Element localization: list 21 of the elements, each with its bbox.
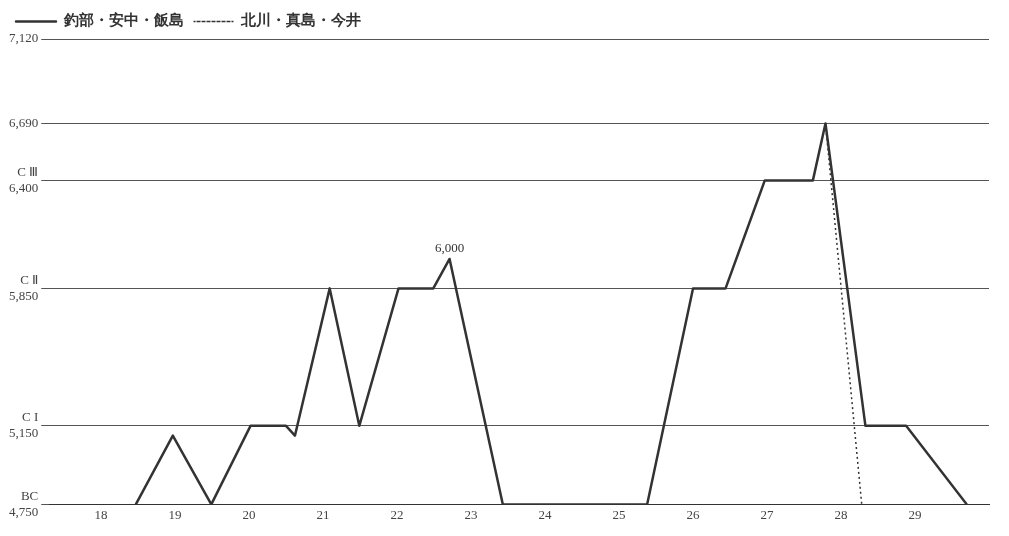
y-tick-label: C Ⅲ 6,400 bbox=[9, 164, 39, 195]
x-tick-label: 22 bbox=[390, 506, 404, 522]
x-tick-label: 28 bbox=[834, 506, 848, 522]
y-tick-label: 6,690 bbox=[9, 114, 39, 130]
y-tick-label: C I 5,150 bbox=[9, 409, 39, 441]
x-tick-label: 21 bbox=[316, 506, 330, 522]
y-tick-label: BC 4,750 bbox=[9, 488, 39, 519]
x-tick-label: 25 bbox=[612, 506, 626, 522]
x-tick-label: 20 bbox=[242, 506, 256, 522]
legend-label: 釣部・安中・飯島 bbox=[62, 11, 184, 30]
x-tick-label: 29 bbox=[908, 506, 922, 522]
x-tick-label: 23 bbox=[464, 506, 478, 522]
x-tick-label: 18 bbox=[94, 506, 108, 522]
x-tick-label: 24 bbox=[538, 506, 553, 522]
annotation: 6,000 bbox=[434, 239, 465, 255]
x-tick-label: 26 bbox=[686, 506, 701, 522]
x-tick-label: 27 bbox=[760, 506, 775, 522]
x-tick-label: 19 bbox=[168, 506, 182, 522]
legend-label: 北川・真島・今井 bbox=[240, 11, 361, 30]
y-tick-label: 7,120 bbox=[9, 30, 39, 46]
y-tick-label: C Ⅱ 5,850 bbox=[9, 272, 39, 303]
